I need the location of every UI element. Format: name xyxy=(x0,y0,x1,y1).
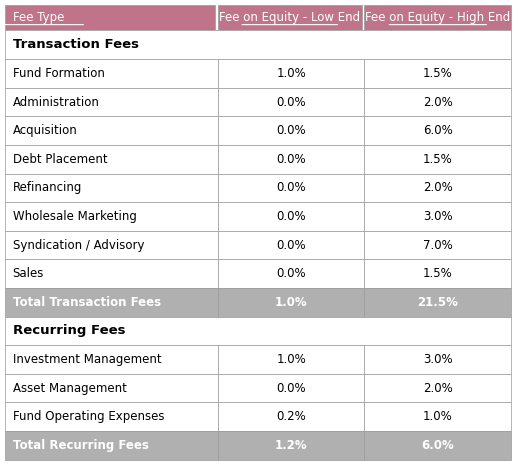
Bar xyxy=(217,5,362,30)
Text: 21.5%: 21.5% xyxy=(418,296,458,309)
Text: Debt Placement: Debt Placement xyxy=(13,153,107,166)
Text: 0.2%: 0.2% xyxy=(276,410,306,423)
Text: Fee on Equity - Low End: Fee on Equity - Low End xyxy=(219,11,361,24)
Text: 1.0%: 1.0% xyxy=(276,67,306,80)
Bar xyxy=(217,59,365,88)
Bar xyxy=(5,30,511,59)
Text: 1.0%: 1.0% xyxy=(276,353,306,366)
Bar xyxy=(217,174,365,202)
Text: Fee Type: Fee Type xyxy=(13,11,64,24)
Bar xyxy=(217,116,365,145)
Bar xyxy=(365,202,511,231)
Text: Transaction Fees: Transaction Fees xyxy=(13,38,139,51)
Text: Administration: Administration xyxy=(13,96,100,108)
Bar xyxy=(5,374,217,402)
Bar xyxy=(217,431,365,460)
Text: 1.5%: 1.5% xyxy=(423,67,453,80)
Bar xyxy=(365,88,511,116)
Bar xyxy=(5,174,217,202)
Bar xyxy=(5,116,217,145)
Bar xyxy=(365,174,511,202)
Bar xyxy=(5,202,217,231)
Bar xyxy=(217,202,365,231)
Bar xyxy=(365,402,511,431)
Bar xyxy=(217,259,365,288)
Bar xyxy=(5,431,217,460)
Bar xyxy=(365,288,511,317)
Text: 1.0%: 1.0% xyxy=(275,296,308,309)
Text: 2.0%: 2.0% xyxy=(423,96,453,108)
Text: Total Transaction Fees: Total Transaction Fees xyxy=(13,296,161,309)
Text: 0.0%: 0.0% xyxy=(276,382,306,394)
Bar xyxy=(365,5,511,30)
Bar xyxy=(217,288,365,317)
Bar xyxy=(365,145,511,174)
Text: Recurring Fees: Recurring Fees xyxy=(13,325,125,337)
Text: Syndication / Advisory: Syndication / Advisory xyxy=(13,239,144,251)
Text: Refinancing: Refinancing xyxy=(13,182,82,194)
Bar xyxy=(5,88,217,116)
Text: 1.5%: 1.5% xyxy=(423,267,453,280)
Bar xyxy=(5,59,217,88)
Bar xyxy=(365,431,511,460)
Text: 3.0%: 3.0% xyxy=(423,353,453,366)
Bar xyxy=(5,317,511,345)
Bar xyxy=(5,231,217,259)
Text: Fund Formation: Fund Formation xyxy=(13,67,104,80)
Bar xyxy=(365,231,511,259)
Text: Acquisition: Acquisition xyxy=(13,124,78,137)
Bar xyxy=(5,259,217,288)
Bar xyxy=(5,345,217,374)
Text: 0.0%: 0.0% xyxy=(276,182,306,194)
Bar xyxy=(365,345,511,374)
Bar xyxy=(5,288,217,317)
Text: 6.0%: 6.0% xyxy=(421,439,454,452)
Text: 0.0%: 0.0% xyxy=(276,153,306,166)
Text: 3.0%: 3.0% xyxy=(423,210,453,223)
Bar xyxy=(365,116,511,145)
Text: Asset Management: Asset Management xyxy=(13,382,126,394)
Bar xyxy=(217,345,365,374)
Bar xyxy=(365,374,511,402)
Text: 6.0%: 6.0% xyxy=(423,124,453,137)
Text: Sales: Sales xyxy=(13,267,44,280)
Text: Fund Operating Expenses: Fund Operating Expenses xyxy=(13,410,164,423)
Bar xyxy=(217,374,365,402)
Text: 0.0%: 0.0% xyxy=(276,210,306,223)
Bar xyxy=(217,145,365,174)
Text: 2.0%: 2.0% xyxy=(423,382,453,394)
Text: 0.0%: 0.0% xyxy=(276,96,306,108)
Text: 0.0%: 0.0% xyxy=(276,267,306,280)
Text: Investment Management: Investment Management xyxy=(13,353,161,366)
Bar xyxy=(365,259,511,288)
Text: Fee on Equity - High End: Fee on Equity - High End xyxy=(365,11,510,24)
Bar xyxy=(5,402,217,431)
Text: Total Recurring Fees: Total Recurring Fees xyxy=(13,439,148,452)
Text: 7.0%: 7.0% xyxy=(423,239,453,251)
Text: 1.0%: 1.0% xyxy=(423,410,453,423)
Text: 2.0%: 2.0% xyxy=(423,182,453,194)
Text: 1.2%: 1.2% xyxy=(275,439,308,452)
Text: 1.5%: 1.5% xyxy=(423,153,453,166)
Text: Wholesale Marketing: Wholesale Marketing xyxy=(13,210,137,223)
Text: 0.0%: 0.0% xyxy=(276,239,306,251)
Bar xyxy=(5,5,215,30)
Bar xyxy=(5,145,217,174)
Bar xyxy=(365,59,511,88)
Bar xyxy=(217,231,365,259)
Text: 0.0%: 0.0% xyxy=(276,124,306,137)
Bar xyxy=(217,88,365,116)
Bar xyxy=(217,402,365,431)
